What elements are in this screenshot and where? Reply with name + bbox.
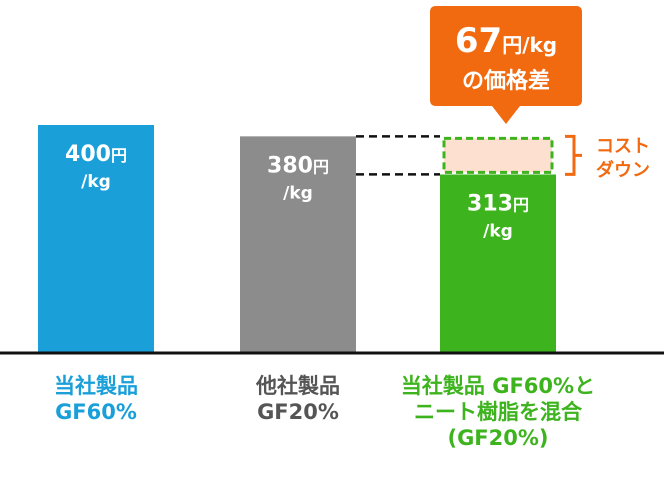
category-label-1: 当社製品	[54, 374, 138, 398]
category-label-2: GF20%	[257, 400, 339, 424]
bar-1	[38, 125, 154, 352]
bar-value-unit-3: /kg	[483, 221, 513, 241]
cost-down-label: コスト	[596, 136, 650, 157]
cost-down-bracket	[565, 134, 582, 176]
category-label-3: 当社製品 GF60%と	[401, 374, 595, 398]
bar-value-unit-1: /kg	[81, 172, 111, 192]
category-label-1: GF60%	[55, 400, 137, 424]
bar-value-label-2: 380円	[267, 153, 329, 178]
bar-value-unit-2: /kg	[283, 183, 313, 203]
bar-2	[240, 136, 356, 352]
cost-down-label: ダウン	[596, 159, 650, 181]
bar-3	[440, 174, 556, 352]
callout-caption: の価格差	[462, 68, 550, 94]
category-label-2: 他社製品	[255, 374, 340, 398]
cost-down-box	[442, 136, 554, 174]
bar-value-label-1: 400円	[65, 142, 127, 167]
callout-bubble	[430, 6, 582, 124]
category-label-3: ニート樹脂を混合	[414, 400, 583, 424]
category-label-3: (GF20%)	[447, 426, 548, 450]
callout-price-diff: 67円/kg	[455, 21, 557, 61]
bar-value-label-3: 313円	[467, 191, 529, 216]
